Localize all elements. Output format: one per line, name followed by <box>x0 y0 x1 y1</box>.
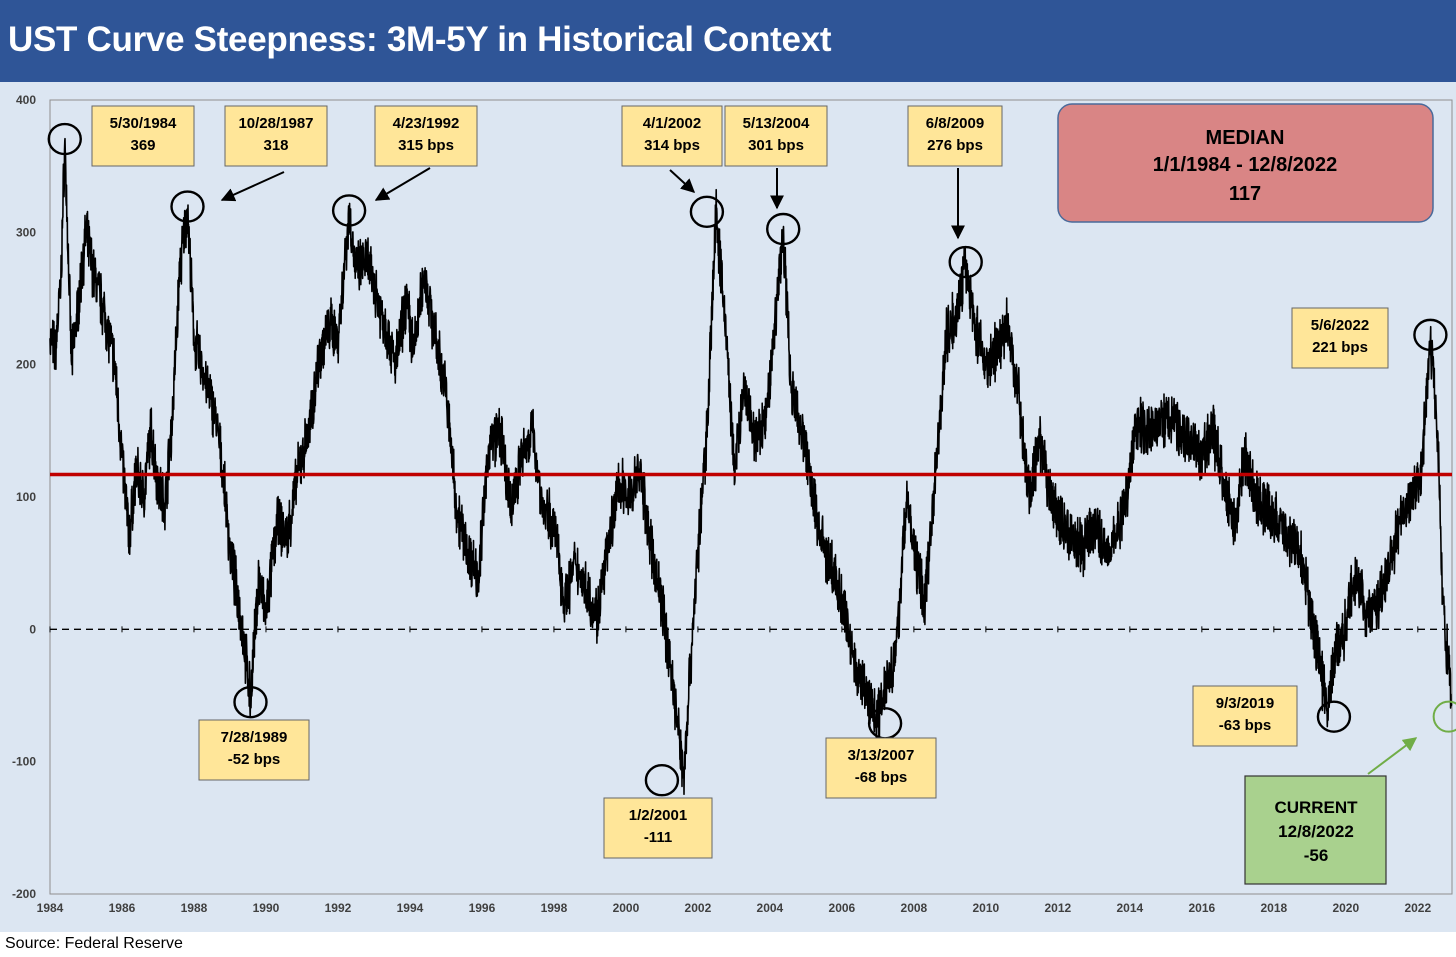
x-tick-label: 2002 <box>685 901 712 915</box>
annotation-arrow <box>374 167 431 201</box>
annotation-value: 301 bps <box>748 137 804 154</box>
annotation-value: -68 bps <box>855 769 908 786</box>
annotation-box <box>224 105 328 167</box>
annotation-value: 221 bps <box>1312 339 1368 356</box>
x-tick-label: 1986 <box>109 901 136 915</box>
x-tick-label: 2000 <box>613 901 640 915</box>
x-tick-label: 2006 <box>829 901 856 915</box>
y-tick-label: -200 <box>12 887 36 901</box>
x-tick-label: 2004 <box>757 901 784 915</box>
annotation-value: 314 bps <box>644 137 700 154</box>
annotation-date: 5/30/1984 <box>110 115 177 132</box>
x-tick-label: 2016 <box>1188 901 1215 915</box>
current-box-date: 12/8/2022 <box>1278 822 1354 841</box>
annotation-value: -63 bps <box>1219 717 1272 734</box>
annotation-circle <box>233 685 268 719</box>
chart-area: 400 300 200 100 0 -100 -200 1984 1986 1988 1990 199… <box>0 82 1456 932</box>
x-tick-label: 1994 <box>397 901 424 915</box>
median-box-title: MEDIAN <box>1206 127 1285 149</box>
annotation-date: 1/2/2001 <box>629 807 687 824</box>
y-tick-label: -100 <box>12 755 36 769</box>
annotation-date: 3/13/2007 <box>848 747 915 764</box>
x-tick-label: 2008 <box>901 901 928 915</box>
current-box-value: -56 <box>1304 846 1329 865</box>
annotation-value: 318 <box>263 137 288 154</box>
x-tick-label: 2018 <box>1260 901 1287 915</box>
annotation-arrow <box>220 171 285 202</box>
annotation-value: -111 <box>644 829 672 846</box>
x-tick-label: 2020 <box>1332 901 1359 915</box>
median-box-value: 117 <box>1229 183 1261 205</box>
annotation-box <box>907 105 1003 167</box>
annotation-arrow <box>669 169 696 193</box>
x-tick-label: 2014 <box>1116 901 1143 915</box>
current-arrow <box>1367 737 1418 775</box>
median-box <box>1057 103 1434 223</box>
annotation-date: 4/23/1992 <box>393 115 460 132</box>
x-tick-label: 2012 <box>1045 901 1072 915</box>
annotation-date: 7/28/1989 <box>221 729 288 746</box>
annotation-value: 315 bps <box>398 137 454 154</box>
x-tick-label: 1984 <box>37 901 64 915</box>
annotation-box <box>621 105 723 167</box>
x-tick-label: 2010 <box>973 901 1000 915</box>
current-box-title: CURRENT <box>1274 798 1358 817</box>
annotation-box <box>825 737 937 799</box>
annotation-box <box>603 797 713 859</box>
annotation-box <box>724 105 828 167</box>
x-tick-label: 1992 <box>325 901 352 915</box>
x-tick-label: 2022 <box>1404 901 1431 915</box>
annotation-circle <box>1413 318 1448 352</box>
annotation-circle <box>47 122 82 156</box>
annotation-date: 5/13/2004 <box>743 115 810 132</box>
annotation-circle <box>689 195 725 229</box>
annotation-circle <box>1316 700 1352 733</box>
annotation-value: 276 bps <box>927 137 983 154</box>
y-tick-label: 200 <box>16 358 36 372</box>
current-box <box>1244 775 1387 885</box>
y-tick-label: 100 <box>16 490 36 504</box>
annotation-value: 369 <box>130 137 155 154</box>
median-box-range: 1/1/1984 - 12/8/2022 <box>1153 154 1338 176</box>
annotation-circle <box>170 190 205 223</box>
title-bar: UST Curve Steepness: 3M-5Y in Historical… <box>0 0 1456 82</box>
annotation-box <box>374 105 478 167</box>
y-tick-label: 0 <box>29 622 36 636</box>
annotation-date: 10/28/1987 <box>238 115 313 132</box>
y-tick-label: 300 <box>16 225 36 239</box>
annotation-date: 4/1/2002 <box>643 115 701 132</box>
annotation-circle <box>331 194 367 227</box>
annotation-date: 5/6/2022 <box>1311 317 1369 334</box>
y-tick-label: 400 <box>16 93 36 107</box>
source-note: Source: Federal Reserve <box>5 935 183 952</box>
annotation-box <box>91 105 195 167</box>
x-tick-label: 1988 <box>181 901 208 915</box>
x-tick-label: 1998 <box>541 901 568 915</box>
annotation-date: 9/3/2019 <box>1216 695 1274 712</box>
annotation-circle <box>948 245 983 279</box>
x-tick-label: 1996 <box>469 901 496 915</box>
series-line <box>49 137 1453 795</box>
annotation-box <box>1291 307 1389 369</box>
annotation-box <box>1192 685 1298 747</box>
annotation-circle <box>644 764 680 797</box>
x-tick-label: 1990 <box>253 901 280 915</box>
current-circle <box>1432 700 1456 733</box>
annotation-circle <box>766 212 801 246</box>
annotation-box <box>198 719 310 781</box>
annotation-date: 6/8/2009 <box>926 115 984 132</box>
chart-title: UST Curve Steepness: 3M-5Y in Historical… <box>8 20 832 59</box>
annotation-value: -52 bps <box>228 751 281 768</box>
